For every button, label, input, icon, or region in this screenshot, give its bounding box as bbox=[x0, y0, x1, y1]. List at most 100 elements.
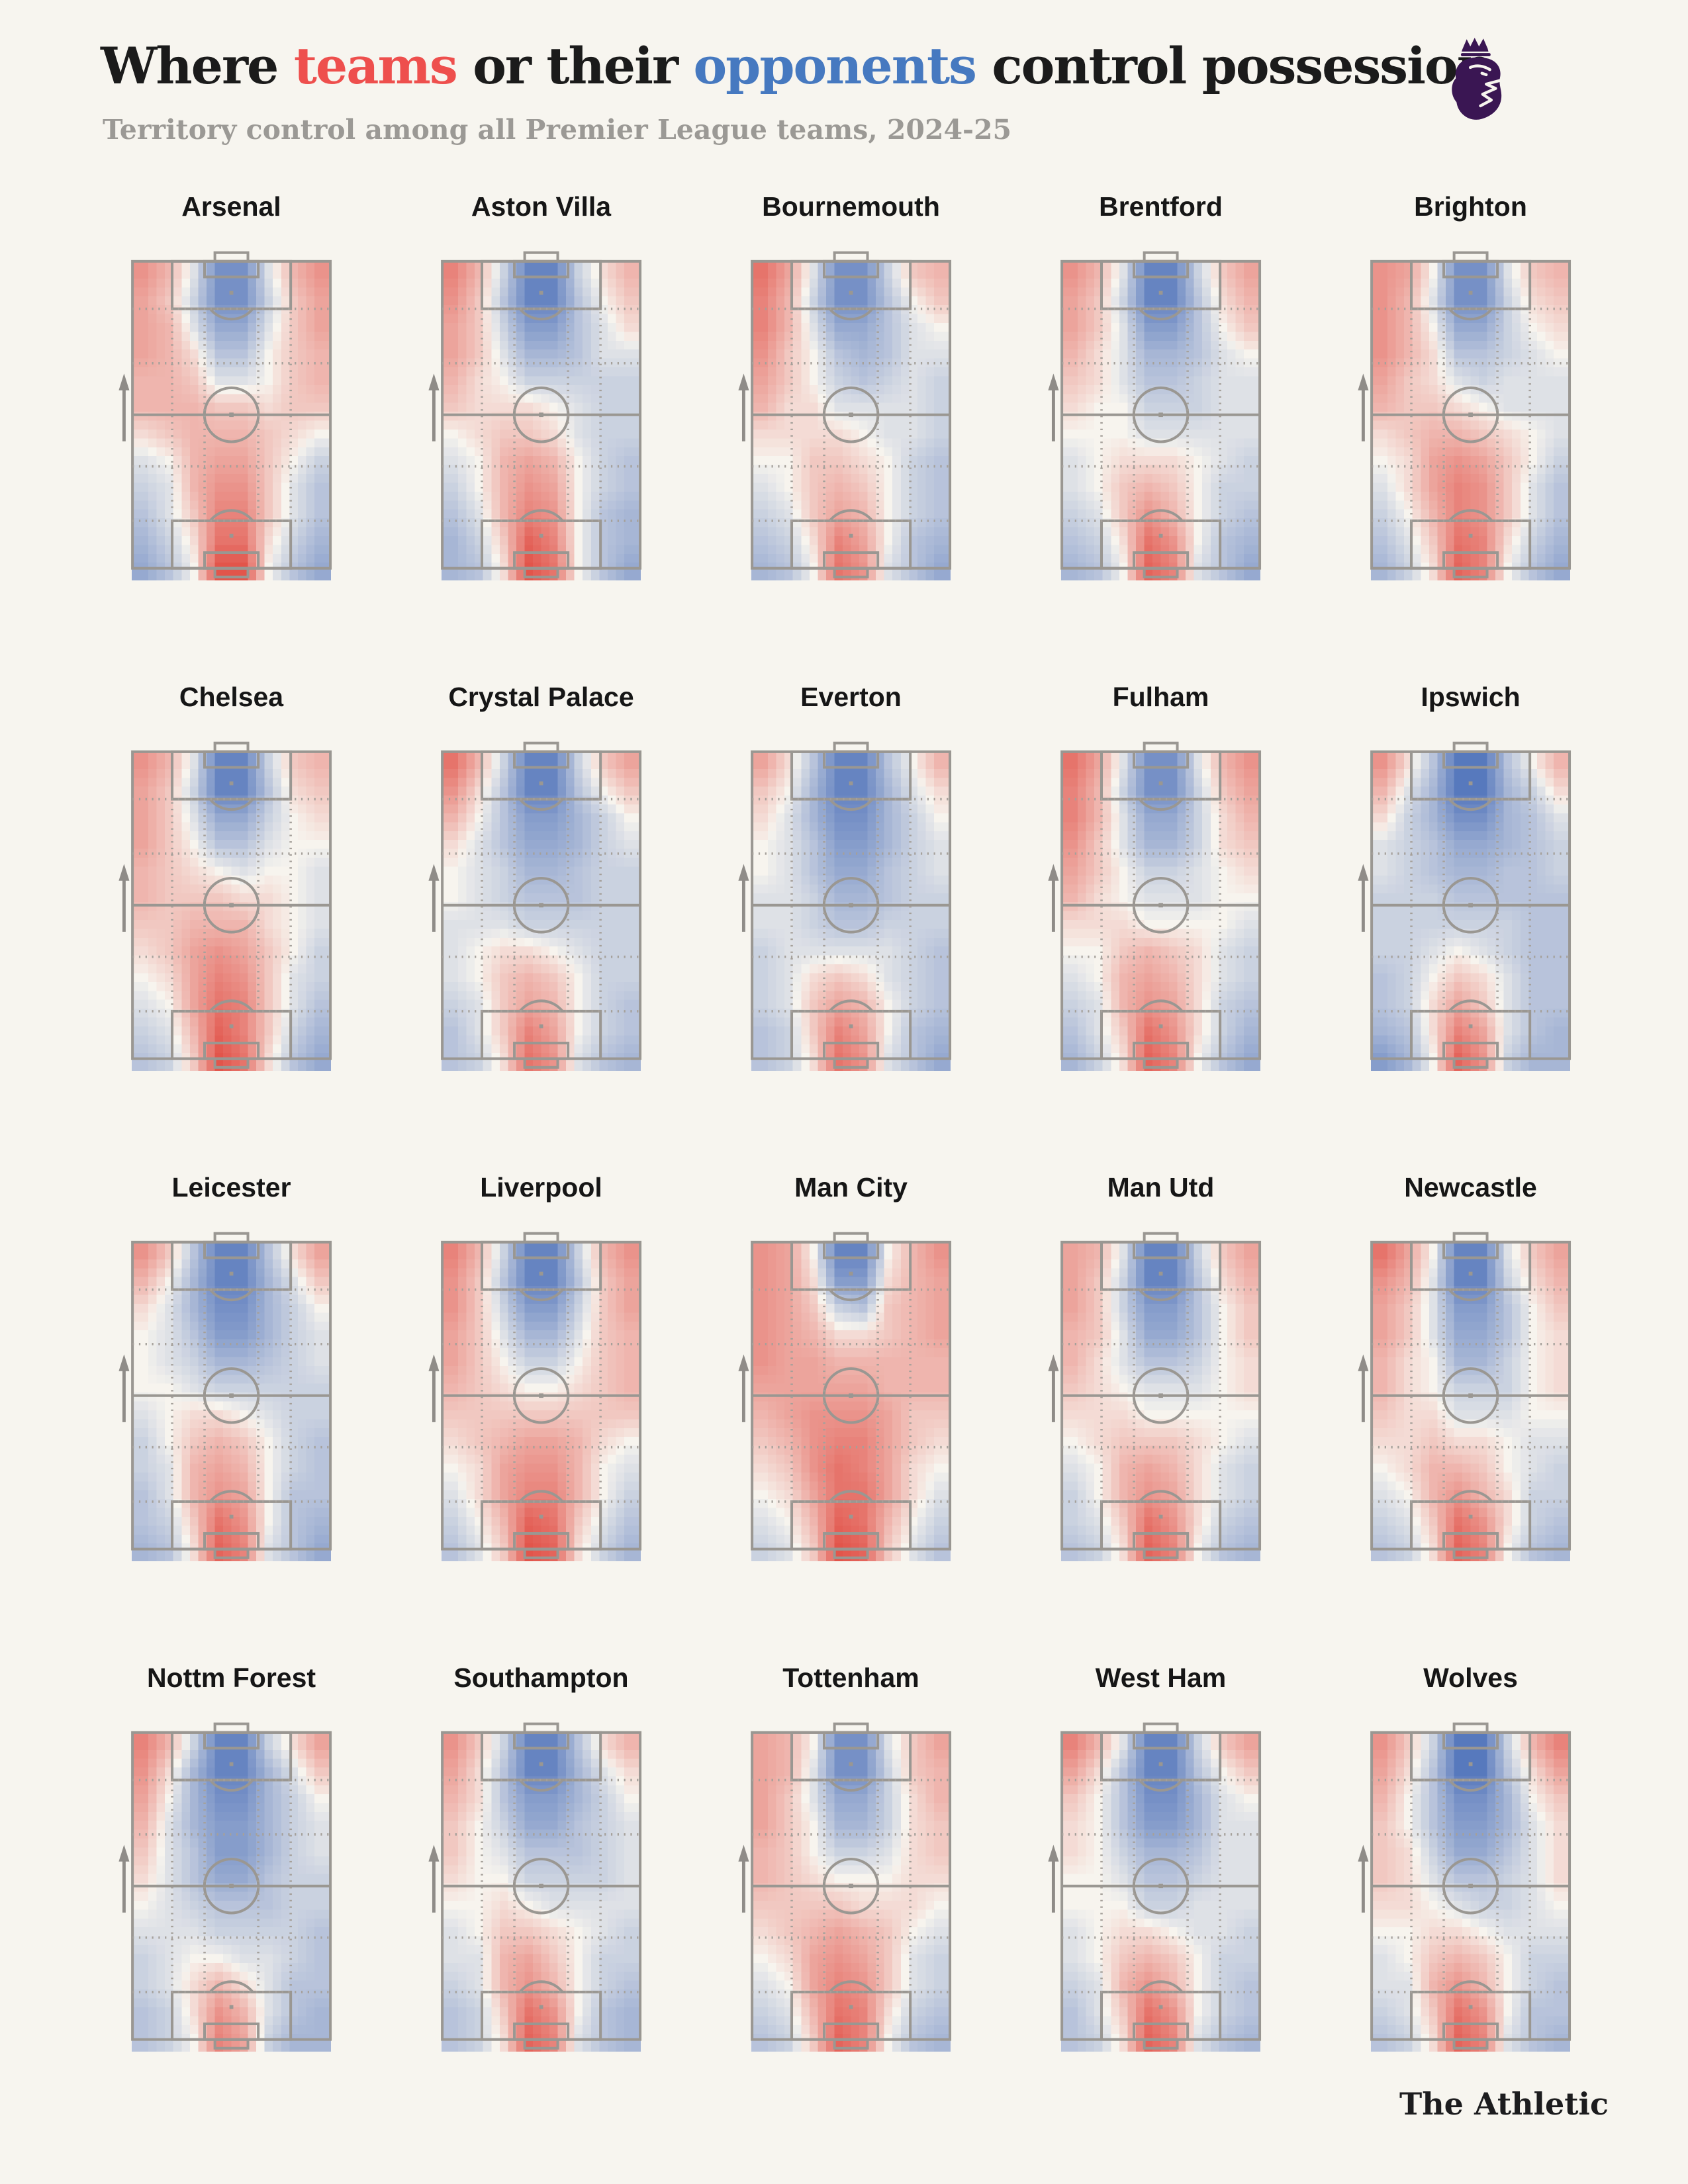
title-part: control possession bbox=[975, 36, 1493, 95]
team-name-fulham: Fulham bbox=[1112, 682, 1209, 712]
zone-gridlines bbox=[752, 308, 950, 522]
penalty-arc-bottom bbox=[1138, 999, 1184, 1013]
penalty-spot-bottom bbox=[1468, 1514, 1473, 1519]
penalty-box-bottom bbox=[480, 1991, 602, 2041]
penalty-arc-top bbox=[518, 798, 564, 811]
penalty-spot-top bbox=[539, 781, 543, 786]
penalty-box-top bbox=[170, 1731, 293, 1782]
penalty-arc-top bbox=[828, 798, 874, 811]
six-yard-box-top bbox=[512, 260, 570, 279]
possession-heatmap-crystal-palace bbox=[442, 751, 641, 1071]
possession-heatmap-leicester bbox=[132, 1242, 331, 1561]
center-circle bbox=[512, 877, 570, 934]
penalty-box-top bbox=[790, 1241, 912, 1291]
penalty-box-top bbox=[480, 751, 602, 801]
penalty-spot-bottom bbox=[1158, 1514, 1163, 1519]
penalty-arc-top bbox=[1138, 308, 1184, 321]
center-spot bbox=[539, 903, 543, 908]
six-yard-box-bottom bbox=[512, 1532, 570, 1551]
possession-heatmap-man-utd bbox=[1061, 1242, 1260, 1561]
center-spot bbox=[1468, 412, 1473, 418]
six-yard-box-bottom bbox=[203, 2023, 260, 2041]
penalty-box-bottom bbox=[1409, 1500, 1532, 1551]
six-yard-box-bottom bbox=[1132, 551, 1190, 570]
six-yard-box-bottom bbox=[512, 551, 570, 570]
six-yard-box-bottom bbox=[822, 551, 880, 570]
pitch-ipswich bbox=[1358, 741, 1571, 1071]
center-circle bbox=[1132, 877, 1190, 934]
penalty-arc-top bbox=[1448, 1289, 1493, 1302]
team-name-liverpool: Liverpool bbox=[480, 1172, 602, 1203]
possession-heatmap-man-city bbox=[751, 1242, 951, 1561]
zone-gridlines bbox=[132, 1779, 330, 1993]
possession-heatmap-aston-villa bbox=[442, 261, 641, 580]
penalty-arc-bottom bbox=[828, 1980, 874, 1993]
penalty-spot-top bbox=[1468, 291, 1473, 295]
six-yard-box-top bbox=[1442, 1731, 1499, 1750]
possession-heatmap-fulham bbox=[1061, 751, 1260, 1071]
pitch-brighton bbox=[1358, 251, 1571, 581]
team-cell-nottm-forest: Nottm Forest bbox=[91, 1659, 371, 2082]
penalty-arc-bottom bbox=[518, 999, 564, 1013]
pitch-fulham bbox=[1048, 741, 1261, 1071]
six-yard-box-bottom bbox=[512, 2023, 570, 2041]
six-yard-box-top bbox=[203, 260, 260, 279]
attack-direction-arrow bbox=[738, 1354, 749, 1423]
penalty-spot-top bbox=[539, 1762, 543, 1766]
zone-gridlines bbox=[752, 1779, 950, 1993]
team-cell-bournemouth: Bournemouth bbox=[711, 187, 991, 611]
pitch-markings-aston-villa bbox=[428, 251, 641, 579]
zone-gridlines bbox=[442, 1289, 640, 1503]
team-name-ipswich: Ipswich bbox=[1421, 682, 1521, 712]
six-yard-box-bottom bbox=[512, 1042, 570, 1060]
center-spot bbox=[539, 1393, 543, 1398]
pitch-markings-ipswich bbox=[1358, 741, 1571, 1069]
penalty-box-bottom bbox=[790, 1991, 912, 2041]
team-name-west-ham: West Ham bbox=[1095, 1662, 1227, 1693]
center-circle bbox=[512, 1858, 570, 1915]
zone-gridlines bbox=[132, 1289, 330, 1503]
penalty-arc-top bbox=[828, 308, 874, 321]
center-circle bbox=[822, 877, 880, 934]
penalty-box-bottom bbox=[790, 1010, 912, 1060]
six-yard-box-bottom bbox=[1132, 2023, 1190, 2041]
penalty-arc-top bbox=[209, 798, 254, 811]
pitch-aston-villa bbox=[428, 251, 641, 581]
six-yard-box-bottom bbox=[1442, 551, 1499, 570]
pitch-crystal-palace bbox=[428, 741, 641, 1071]
center-circle bbox=[203, 387, 260, 443]
zone-gridlines bbox=[1372, 798, 1570, 1013]
zone-gridlines bbox=[752, 798, 950, 1013]
center-spot bbox=[849, 1884, 853, 1889]
pitch-markings-crystal-palace bbox=[428, 741, 641, 1069]
six-yard-box-top bbox=[822, 1731, 880, 1750]
penalty-spot-top bbox=[849, 1271, 853, 1276]
zone-gridlines bbox=[1062, 798, 1260, 1013]
pitch-markings-newcastle bbox=[1358, 1232, 1571, 1560]
pitch-leicester bbox=[118, 1232, 332, 1562]
zone-gridlines bbox=[1372, 1289, 1570, 1503]
center-spot bbox=[1158, 903, 1163, 908]
team-cell-aston-villa: Aston Villa bbox=[401, 187, 681, 611]
penalty-box-bottom bbox=[1409, 520, 1532, 570]
lion-crown bbox=[1462, 38, 1489, 52]
six-yard-box-top bbox=[203, 751, 260, 769]
penalty-arc-top bbox=[518, 1289, 564, 1302]
penalty-spot-top bbox=[1468, 1762, 1473, 1766]
possession-heatmap-arsenal bbox=[132, 261, 331, 580]
penalty-spot-bottom bbox=[849, 1024, 853, 1028]
penalty-arc-top bbox=[209, 308, 254, 321]
attack-direction-arrow bbox=[428, 1844, 440, 1913]
possession-heatmap-bournemouth bbox=[751, 261, 951, 580]
center-spot bbox=[229, 903, 234, 908]
penalty-spot-bottom bbox=[229, 2005, 234, 2009]
penalty-box-top bbox=[790, 260, 912, 310]
six-yard-box-bottom bbox=[203, 551, 260, 570]
team-name-tottenham: Tottenham bbox=[782, 1662, 919, 1693]
six-yard-box-bottom bbox=[822, 1532, 880, 1551]
penalty-arc-bottom bbox=[209, 509, 254, 522]
six-yard-box-top bbox=[1442, 260, 1499, 279]
penalty-arc-top bbox=[209, 1289, 254, 1302]
penalty-box-top bbox=[1100, 1241, 1222, 1291]
penalty-arc-top bbox=[209, 1779, 254, 1792]
